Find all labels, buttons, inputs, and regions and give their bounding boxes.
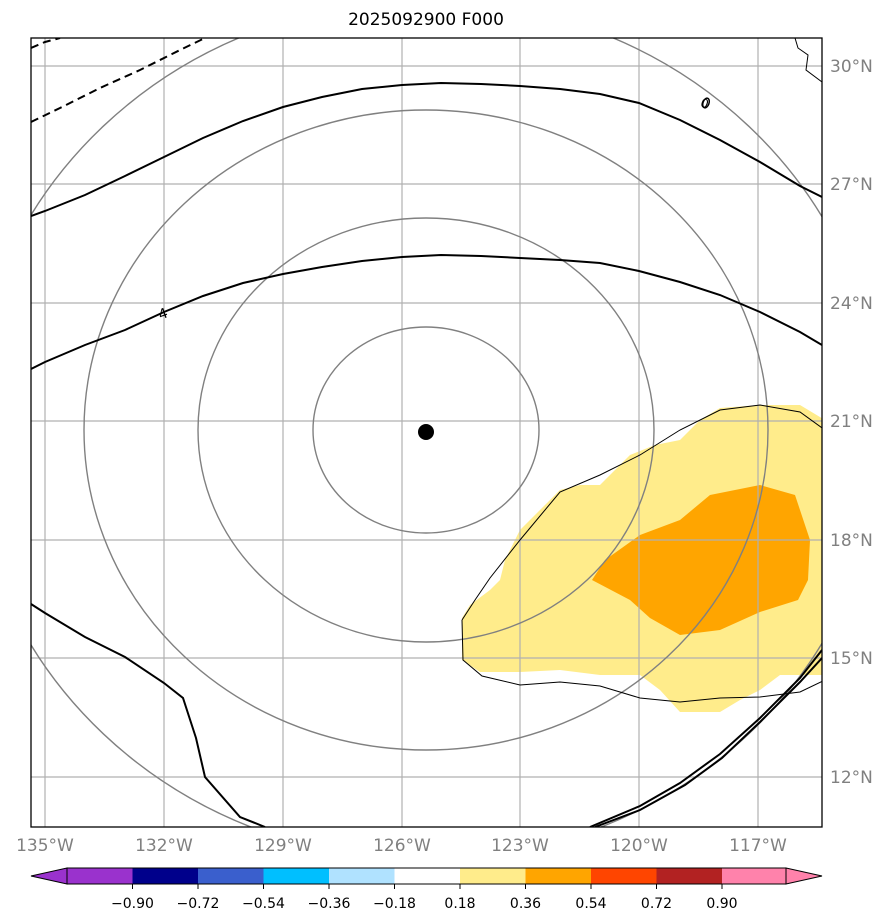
lon-label: 126°W xyxy=(373,836,431,856)
contour-label-4: 4 xyxy=(156,305,170,323)
colorbar-tick-label: −0.54 xyxy=(242,896,285,912)
lon-label: 129°W xyxy=(254,836,312,856)
colorbar-bin xyxy=(67,868,133,884)
colorbar-frame xyxy=(66,867,787,885)
lon-label: 117°W xyxy=(729,836,787,856)
colorbar-tick-label: 0.18 xyxy=(444,896,475,912)
colorbar-bin xyxy=(198,868,264,884)
colorbar-bin xyxy=(591,868,657,884)
colorbar-bin xyxy=(263,868,329,884)
colorbar-bin xyxy=(132,868,198,884)
colorbar-tick-label: 0.90 xyxy=(706,896,737,912)
lon-label: 135°W xyxy=(16,836,74,856)
shade-high-region xyxy=(592,485,810,635)
lon-label: 120°W xyxy=(610,836,668,856)
ring-1 xyxy=(312,326,540,534)
colorbar-bin xyxy=(460,868,526,884)
colorbar-tick-label: 0.36 xyxy=(510,896,541,912)
colorbar-ticks xyxy=(132,884,723,889)
lon-labels: 135°W 132°W 129°W 126°W 123°W 120°W 117°… xyxy=(16,836,787,856)
lon-label: 132°W xyxy=(135,836,193,856)
colorbar-bin xyxy=(329,868,395,884)
colorbar-tick-label: −0.72 xyxy=(177,896,220,912)
lat-label: 24°N xyxy=(830,294,873,314)
ring-2 xyxy=(197,217,655,643)
colorbar-tick-label: 0.72 xyxy=(641,896,672,912)
graticule xyxy=(31,38,822,827)
colorbar-tick-label: −0.18 xyxy=(373,896,416,912)
dashed-contours xyxy=(31,38,206,123)
lat-label: 15°N xyxy=(830,649,873,669)
lat-labels: 30°N 27°N 24°N 21°N 18°N 15°N 12°N xyxy=(830,57,873,788)
map-title: 2025092900 F000 xyxy=(348,10,504,30)
colorbar-extend-right xyxy=(785,867,823,885)
colorbar-extend-left xyxy=(30,867,68,885)
map-frame xyxy=(30,37,823,828)
coastline xyxy=(461,38,822,703)
lat-label: 21°N xyxy=(830,412,873,432)
colorbar-bin xyxy=(656,868,722,884)
colorbar-tick-label: −0.90 xyxy=(111,896,154,912)
small-contour xyxy=(701,97,711,109)
distance-rings xyxy=(31,38,822,827)
lon-label: 123°W xyxy=(491,836,549,856)
center-marker xyxy=(418,424,434,440)
colorbar-tick-label: −0.36 xyxy=(308,896,351,912)
lat-label: 18°N xyxy=(830,531,873,551)
ring-3 xyxy=(83,109,769,751)
lat-label: 30°N xyxy=(830,57,873,77)
colorbar: −0.90 −0.72 −0.54 −0.36 −0.18 0.18 0.36 … xyxy=(30,867,823,912)
colorbar-bin xyxy=(525,868,591,884)
colorbar-bin xyxy=(394,868,460,884)
contour-lines xyxy=(31,81,822,827)
colorbar-bin xyxy=(722,868,786,884)
lat-label: 12°N xyxy=(830,768,873,788)
lat-label: 27°N xyxy=(830,175,873,195)
colorbar-tick-label: 0.54 xyxy=(575,896,606,912)
